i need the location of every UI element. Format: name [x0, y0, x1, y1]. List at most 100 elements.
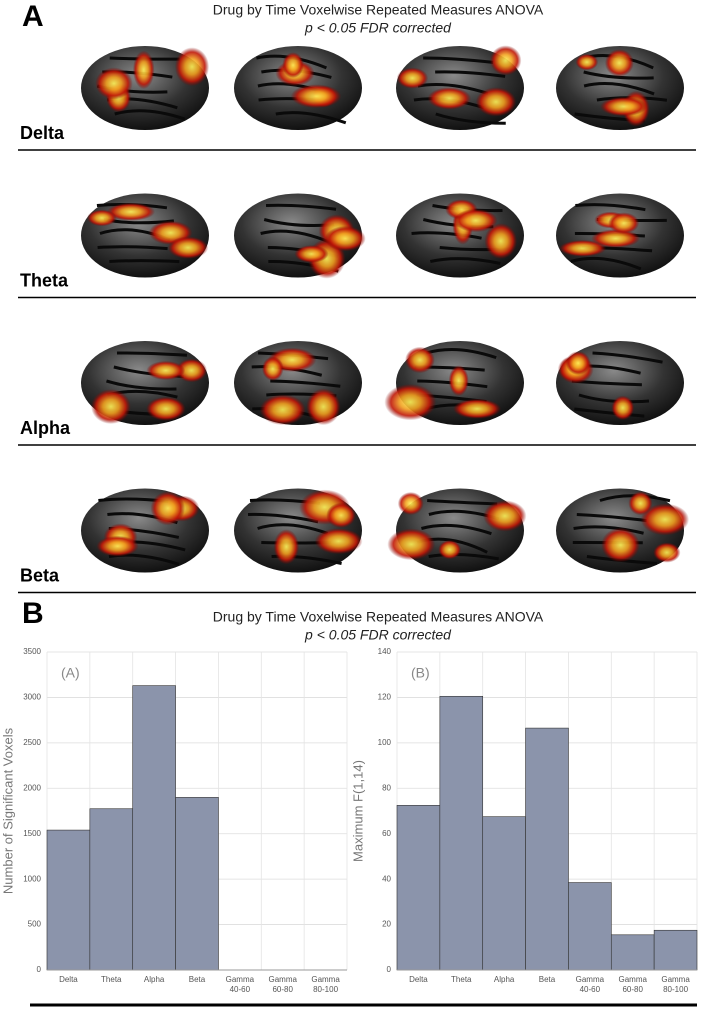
- activation: [453, 208, 498, 233]
- activation: [438, 539, 462, 560]
- bar: [175, 797, 219, 971]
- row-label: Delta: [20, 123, 65, 143]
- sulcus: [425, 347, 497, 360]
- sulcus: [573, 525, 644, 535]
- x-tick-label: Gamma 80-100: [311, 975, 340, 994]
- x-tick-label: Beta: [539, 975, 556, 984]
- activation: [324, 225, 366, 252]
- x-tick-label: Gamma 40-60: [226, 975, 255, 994]
- sulcus: [275, 111, 347, 125]
- brain-images: [81, 45, 690, 573]
- activation: [575, 53, 599, 71]
- activation: [294, 245, 329, 263]
- sulcus: [106, 379, 177, 391]
- sulcus: [265, 203, 337, 211]
- sulcus: [428, 552, 499, 561]
- bar: [396, 805, 441, 971]
- y-tick-label: 2000: [23, 783, 41, 792]
- activation: [601, 527, 640, 563]
- activation: [628, 491, 653, 516]
- activation: [405, 346, 435, 374]
- sulcus: [411, 231, 482, 240]
- x-tick-label: Alpha: [144, 975, 165, 984]
- activation: [314, 528, 363, 555]
- activation: [91, 389, 131, 425]
- x-tick-label: Alpha: [494, 975, 515, 984]
- activation: [653, 542, 681, 563]
- sulcus: [570, 256, 642, 271]
- sulcus: [109, 259, 180, 264]
- sulcus: [429, 257, 501, 265]
- activation: [448, 365, 469, 397]
- activation: [565, 351, 591, 376]
- sulcus: [435, 112, 506, 125]
- x-tick-label: Delta: [409, 975, 428, 984]
- sulcus: [427, 499, 498, 506]
- activation: [106, 202, 156, 221]
- bar: [46, 829, 91, 971]
- y-tick-label: 500: [28, 920, 42, 929]
- activation: [611, 395, 635, 421]
- annotation: (B): [411, 665, 430, 681]
- activation: [175, 358, 208, 383]
- activation: [306, 388, 341, 426]
- bar: [653, 929, 698, 971]
- activation: [453, 398, 502, 419]
- y-tick-label: 40: [382, 874, 391, 883]
- sulcus: [257, 523, 329, 535]
- y-tick-label: 1500: [23, 829, 41, 838]
- row-label: Alpha: [20, 418, 71, 438]
- activation: [591, 229, 641, 248]
- sulcus: [575, 203, 646, 212]
- activation: [167, 236, 209, 259]
- activation: [604, 49, 634, 77]
- y-tick-label: 80: [382, 783, 391, 792]
- activation: [86, 209, 117, 227]
- activation: [396, 67, 429, 89]
- activation: [146, 360, 186, 381]
- y-tick-label: 0: [387, 965, 392, 974]
- sulcus: [576, 513, 647, 523]
- activation: [483, 500, 527, 532]
- activation: [174, 47, 210, 87]
- activation: [489, 45, 522, 76]
- panel-title: Drug by Time Voxelwise Repeated Measures…: [213, 2, 544, 18]
- x-tick-label: Gamma 40-60: [576, 975, 605, 994]
- panel-title: Drug by Time Voxelwise Repeated Measures…: [213, 609, 544, 625]
- sulcus: [423, 56, 494, 64]
- bar: [525, 727, 569, 971]
- activation: [326, 502, 356, 528]
- row-label: Theta: [20, 270, 69, 290]
- sulcus: [574, 407, 645, 418]
- activation: [261, 356, 284, 381]
- row-label: Beta: [20, 565, 60, 585]
- y-tick-label: 3500: [23, 647, 41, 656]
- y-axis-label: Maximum F(1,14): [350, 760, 365, 862]
- activation: [273, 529, 300, 565]
- panel-subtitle: p < 0.05 FDR corrected: [304, 627, 452, 643]
- y-tick-label: 120: [378, 693, 392, 702]
- sulcus: [270, 379, 341, 388]
- y-tick-label: 20: [382, 920, 391, 929]
- x-tick-label: Beta: [189, 975, 206, 984]
- sulcus: [421, 523, 492, 536]
- activation: [259, 394, 306, 426]
- sulcus: [583, 82, 655, 96]
- y-tick-label: 1000: [23, 874, 41, 883]
- activation: [384, 383, 437, 421]
- bar: [439, 695, 484, 971]
- activation: [290, 84, 342, 109]
- activation: [559, 239, 607, 257]
- activation: [600, 96, 648, 117]
- bar: [610, 934, 655, 971]
- y-axis-label: Number of Significant Voxels: [0, 727, 15, 894]
- activation: [95, 67, 133, 100]
- x-tick-label: Theta: [101, 975, 122, 984]
- sulcus: [435, 70, 506, 78]
- activation: [146, 396, 186, 421]
- y-tick-label: 60: [382, 829, 391, 838]
- x-tick-label: Gamma 60-80: [268, 975, 297, 994]
- bar: [568, 882, 612, 971]
- x-tick-label: Theta: [451, 975, 472, 984]
